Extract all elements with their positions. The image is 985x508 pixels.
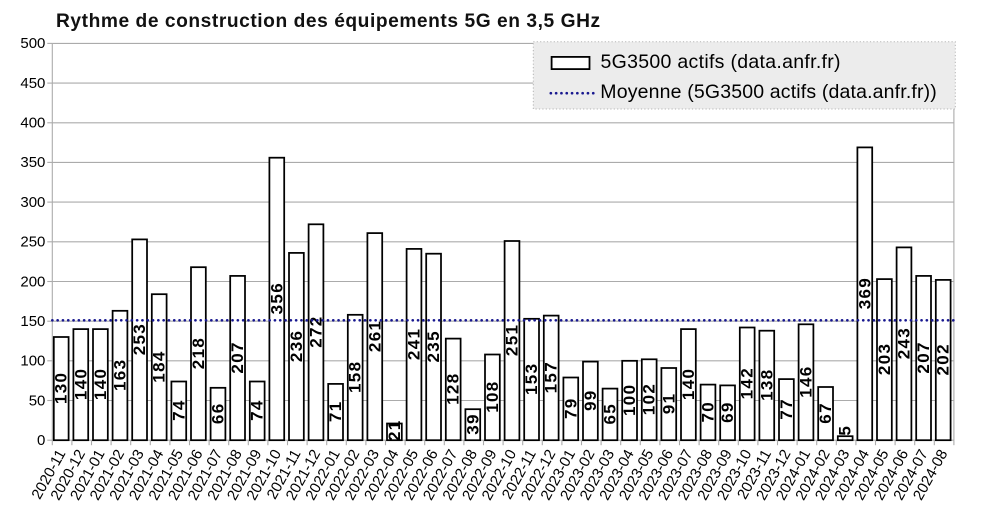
svg-text:0: 0 (37, 432, 45, 449)
svg-text:140: 140 (71, 368, 90, 400)
svg-text:74: 74 (169, 399, 188, 421)
svg-text:100: 100 (20, 353, 45, 370)
svg-text:66: 66 (209, 402, 228, 424)
svg-text:146: 146 (797, 365, 816, 397)
svg-text:99: 99 (581, 389, 600, 411)
svg-text:100: 100 (620, 384, 639, 416)
svg-text:77: 77 (777, 398, 796, 420)
svg-text:241: 241 (405, 328, 424, 360)
svg-text:157: 157 (542, 361, 561, 393)
svg-text:71: 71 (326, 400, 345, 422)
svg-text:243: 243 (895, 327, 914, 359)
svg-text:500: 500 (20, 35, 45, 52)
svg-text:235: 235 (424, 330, 443, 362)
svg-text:108: 108 (483, 380, 502, 412)
svg-text:5G3500 actifs (data.anfr.fr): 5G3500 actifs (data.anfr.fr) (601, 51, 841, 73)
svg-text:70: 70 (699, 401, 718, 423)
svg-text:142: 142 (738, 367, 757, 399)
svg-text:251: 251 (503, 324, 522, 356)
svg-text:202: 202 (934, 343, 953, 375)
svg-text:5: 5 (836, 425, 855, 436)
svg-text:369: 369 (855, 277, 874, 309)
svg-text:207: 207 (914, 341, 933, 373)
svg-text:39: 39 (463, 413, 482, 435)
svg-text:272: 272 (307, 315, 326, 347)
svg-text:65: 65 (601, 403, 620, 425)
svg-text:Moyenne (5G3500 actifs (data.a: Moyenne (5G3500 actifs (data.anfr.fr)) (600, 81, 937, 103)
svg-text:184: 184 (150, 350, 169, 382)
svg-text:250: 250 (20, 234, 45, 251)
svg-text:356: 356 (267, 282, 286, 314)
svg-text:450: 450 (20, 75, 45, 92)
svg-text:91: 91 (659, 393, 678, 415)
svg-text:163: 163 (111, 359, 130, 391)
svg-text:21: 21 (385, 419, 404, 441)
svg-text:218: 218 (189, 337, 208, 369)
svg-text:350: 350 (20, 154, 45, 171)
svg-text:102: 102 (640, 383, 659, 415)
svg-text:400: 400 (20, 115, 45, 132)
svg-text:138: 138 (757, 368, 776, 400)
svg-text:300: 300 (20, 194, 45, 211)
svg-text:Rythme de construction des équ: Rythme de construction des équipements 5… (56, 11, 601, 32)
svg-text:69: 69 (718, 401, 737, 423)
svg-text:128: 128 (444, 372, 463, 404)
svg-text:236: 236 (287, 330, 306, 362)
svg-text:79: 79 (561, 397, 580, 419)
svg-text:140: 140 (679, 368, 698, 400)
svg-text:200: 200 (20, 273, 45, 290)
svg-text:253: 253 (130, 323, 149, 355)
svg-text:130: 130 (52, 372, 71, 404)
svg-text:150: 150 (20, 313, 45, 330)
svg-text:203: 203 (875, 343, 894, 375)
svg-text:261: 261 (365, 320, 384, 352)
svg-text:153: 153 (522, 363, 541, 395)
svg-text:207: 207 (228, 341, 247, 373)
svg-text:158: 158 (346, 361, 365, 393)
svg-text:50: 50 (29, 392, 46, 409)
svg-text:140: 140 (91, 368, 110, 400)
svg-text:67: 67 (816, 402, 835, 424)
svg-text:74: 74 (248, 399, 267, 421)
